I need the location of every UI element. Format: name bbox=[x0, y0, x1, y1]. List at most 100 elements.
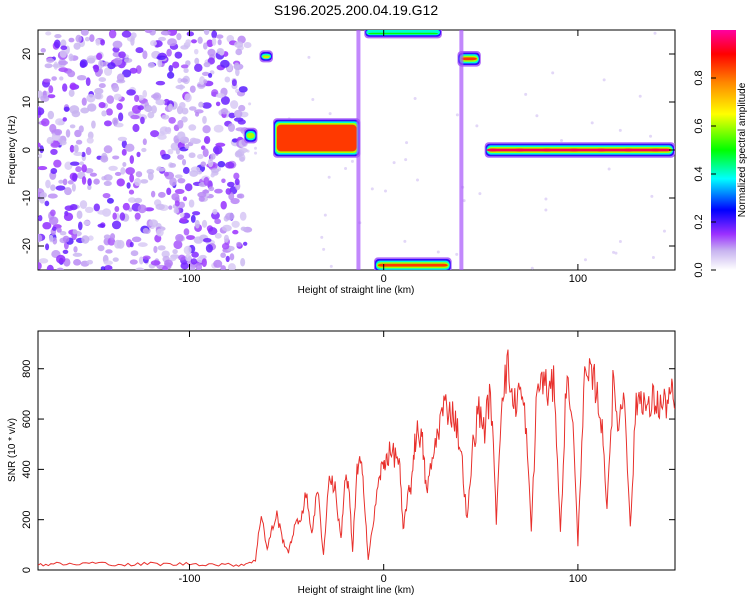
heatmap-noise-blob bbox=[212, 208, 218, 215]
heatmap-feature-band bbox=[368, 32, 439, 35]
heatmap-noise-blob bbox=[188, 124, 197, 131]
heatmap-noise-blob bbox=[228, 112, 236, 119]
heatmap-noise-blob bbox=[45, 179, 51, 189]
heatmap-noise-blob bbox=[194, 63, 203, 72]
heatmap-noise-blob bbox=[189, 137, 198, 144]
heatmap-noise-blob bbox=[196, 154, 204, 160]
heatmap-noise-blob bbox=[140, 116, 145, 125]
heatmap-speckle bbox=[370, 187, 374, 191]
heatmap-speckle bbox=[416, 178, 420, 182]
heatmap-noise-blob bbox=[239, 211, 247, 221]
heatmap-noise-blob bbox=[68, 53, 74, 62]
heatmap-noise-blob bbox=[96, 52, 103, 61]
heatmap-noise-blob bbox=[69, 144, 75, 153]
heatmap-noise-blob bbox=[38, 215, 43, 222]
heatmap-noise-blob bbox=[85, 147, 92, 156]
heatmap-noise-blob bbox=[225, 188, 232, 195]
heatmap-noise-blob bbox=[113, 93, 122, 101]
heatmap-noise-blob bbox=[103, 234, 111, 240]
heatmap-noise-blob bbox=[225, 255, 230, 263]
heatmap-noise-blob bbox=[75, 34, 82, 43]
heatmap-noise-blob bbox=[83, 220, 91, 226]
heatmap-noise-blob bbox=[234, 150, 243, 158]
heatmap-noise-blob bbox=[100, 155, 109, 163]
heatmap-noise-blob bbox=[211, 37, 217, 46]
heatmap-noise-blob bbox=[89, 172, 98, 177]
heatmap-noise-blob bbox=[191, 39, 197, 44]
heatmap-noise-blob bbox=[112, 155, 120, 160]
heatmap-noise-blob bbox=[194, 57, 200, 65]
heatmap-noise-blob bbox=[93, 203, 100, 212]
heatmap-noise-blob bbox=[227, 123, 236, 132]
heatmap-noise-blob bbox=[89, 34, 95, 42]
heatmap-noise-blob bbox=[87, 184, 92, 191]
colorbar-ticks: 0.0 0.2 0.4 0.6 0.8 bbox=[693, 70, 716, 278]
heatmap-noise-blob bbox=[46, 57, 55, 63]
heatmap-noise-blob bbox=[220, 252, 226, 258]
heatmap-noise-blob bbox=[181, 116, 188, 123]
heatmap-noise-blob bbox=[220, 265, 226, 270]
heatmap-feature-band bbox=[377, 263, 448, 267]
heatmap-noise-blob bbox=[161, 114, 170, 120]
heatmap-noise-blob bbox=[142, 138, 147, 146]
heatmap-noise-blob bbox=[56, 267, 64, 270]
heatmap-speckle bbox=[392, 161, 396, 165]
heatmap-noise-blob bbox=[168, 64, 174, 73]
heatmap-noise-blob bbox=[137, 204, 147, 214]
heatmap-noise-blob bbox=[212, 145, 223, 155]
colorbar-tick-label: 0.8 bbox=[693, 70, 705, 85]
heatmap-noise-blob bbox=[172, 248, 178, 255]
heatmap-noise-blob bbox=[203, 42, 208, 50]
heatmap-noise-blob bbox=[243, 41, 252, 49]
heatmap-noise-blob bbox=[190, 258, 198, 265]
heatmap-noise-blob bbox=[138, 256, 144, 265]
heatmap-noise-blob bbox=[110, 233, 116, 241]
heatmap-speckle bbox=[322, 247, 326, 251]
heatmap-noise-blob bbox=[145, 105, 153, 113]
heatmap-noise-blob bbox=[142, 90, 148, 98]
heatmap-noise-blob bbox=[111, 220, 122, 230]
heatmap-noise-blob bbox=[178, 254, 186, 261]
heatmap-speckle bbox=[535, 114, 539, 118]
heatmap-noise-blob bbox=[50, 167, 58, 175]
heatmap-speckle bbox=[544, 208, 548, 212]
heatmap-x-tick-label: -100 bbox=[178, 273, 200, 285]
heatmap-hotspot bbox=[622, 148, 635, 152]
heatmap-noise-blob bbox=[120, 167, 126, 175]
snr-panel: -100 0 100 0 200 400 600 800 Height of straigh… bbox=[7, 330, 676, 596]
heatmap-noise-blob bbox=[48, 234, 54, 243]
heatmap-noise-blob bbox=[53, 159, 62, 168]
heatmap-speckle bbox=[344, 166, 348, 170]
heatmap-noise-blob bbox=[81, 97, 87, 106]
heatmap-noise-blob bbox=[79, 161, 85, 166]
heatmap-noise-blob bbox=[194, 219, 200, 229]
heatmap-hotspot bbox=[540, 148, 553, 152]
heatmap-speckle bbox=[320, 235, 324, 239]
heatmap-noise-blob bbox=[47, 94, 56, 99]
heatmap-speckle bbox=[404, 158, 408, 162]
heatmap-noise-blob bbox=[38, 142, 41, 148]
heatmap-noise-blob bbox=[169, 177, 177, 187]
heatmap-noise-blob bbox=[123, 58, 133, 63]
chart-title: S196.2025.200.04.19.G12 bbox=[274, 2, 438, 18]
heatmap-noise-blob bbox=[50, 148, 58, 155]
heatmap-noise-blob bbox=[231, 79, 237, 87]
heatmap-noise-blob bbox=[129, 241, 134, 248]
heatmap-noise-blob bbox=[147, 62, 155, 68]
heatmap-noise-blob bbox=[38, 166, 48, 171]
heatmap-noise-blob bbox=[163, 171, 169, 177]
heatmap-noise-blob bbox=[181, 107, 189, 115]
heatmap-noise-blob bbox=[237, 119, 246, 125]
heatmap-noise-blob bbox=[183, 228, 190, 236]
heatmap-noise-blob bbox=[48, 85, 54, 94]
heatmap-noise-blob bbox=[128, 197, 137, 203]
heatmap-speckle bbox=[403, 239, 407, 243]
heatmap-noise-blob bbox=[67, 180, 74, 185]
heatmap-noise-blob bbox=[190, 214, 196, 223]
heatmap-noise-blob bbox=[202, 125, 211, 134]
heatmap-noise-blob bbox=[156, 167, 166, 172]
heatmap-noise-blob bbox=[174, 51, 183, 59]
heatmap-noise-blob bbox=[201, 71, 210, 76]
heatmap-noise-blob bbox=[81, 176, 87, 185]
heatmap-noise-blob bbox=[215, 101, 221, 107]
